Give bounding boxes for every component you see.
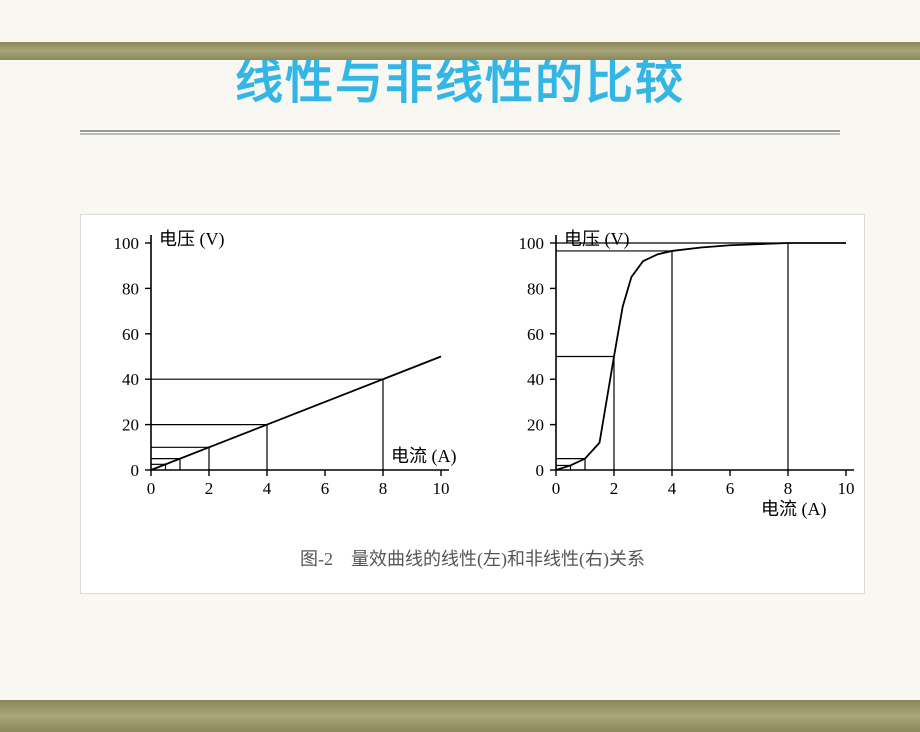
svg-text:60: 60: [527, 325, 544, 344]
x-axis-label: 电流 (A): [761, 499, 827, 520]
svg-text:2: 2: [610, 479, 619, 498]
linear-chart: 0246810020406080100电压 (V)电流 (A): [91, 215, 461, 515]
y-axis-label: 电压 (V): [564, 229, 630, 250]
svg-text:8: 8: [784, 479, 793, 498]
svg-text:6: 6: [726, 479, 735, 498]
x-axis-label: 电流 (A): [391, 446, 457, 467]
svg-text:2: 2: [205, 479, 214, 498]
svg-text:0: 0: [552, 479, 561, 498]
svg-text:4: 4: [263, 479, 272, 498]
svg-text:40: 40: [527, 370, 544, 389]
chart-panel: 0246810020406080100电压 (V)电流 (A) 02468100…: [80, 214, 865, 594]
decor-border-top: [0, 42, 920, 60]
svg-text:0: 0: [131, 461, 140, 480]
nonlinear-chart: 0246810020406080100电压 (V)电流 (A): [501, 215, 861, 530]
svg-text:20: 20: [122, 416, 139, 435]
svg-text:10: 10: [838, 479, 855, 498]
svg-text:0: 0: [147, 479, 156, 498]
svg-text:6: 6: [321, 479, 330, 498]
figure-caption: 图-2 量效曲线的线性(左)和非线性(右)关系: [81, 545, 864, 571]
svg-text:40: 40: [122, 370, 139, 389]
svg-text:60: 60: [122, 325, 139, 344]
title-underline: [80, 130, 840, 132]
svg-text:20: 20: [527, 416, 544, 435]
svg-text:80: 80: [122, 279, 139, 298]
svg-text:4: 4: [668, 479, 677, 498]
decor-border-bottom: [0, 700, 920, 732]
svg-text:80: 80: [527, 279, 544, 298]
svg-text:100: 100: [519, 234, 545, 253]
svg-text:10: 10: [433, 479, 450, 498]
y-axis-label: 电压 (V): [159, 229, 225, 250]
svg-text:8: 8: [379, 479, 388, 498]
svg-text:0: 0: [536, 461, 545, 480]
svg-text:100: 100: [114, 234, 140, 253]
